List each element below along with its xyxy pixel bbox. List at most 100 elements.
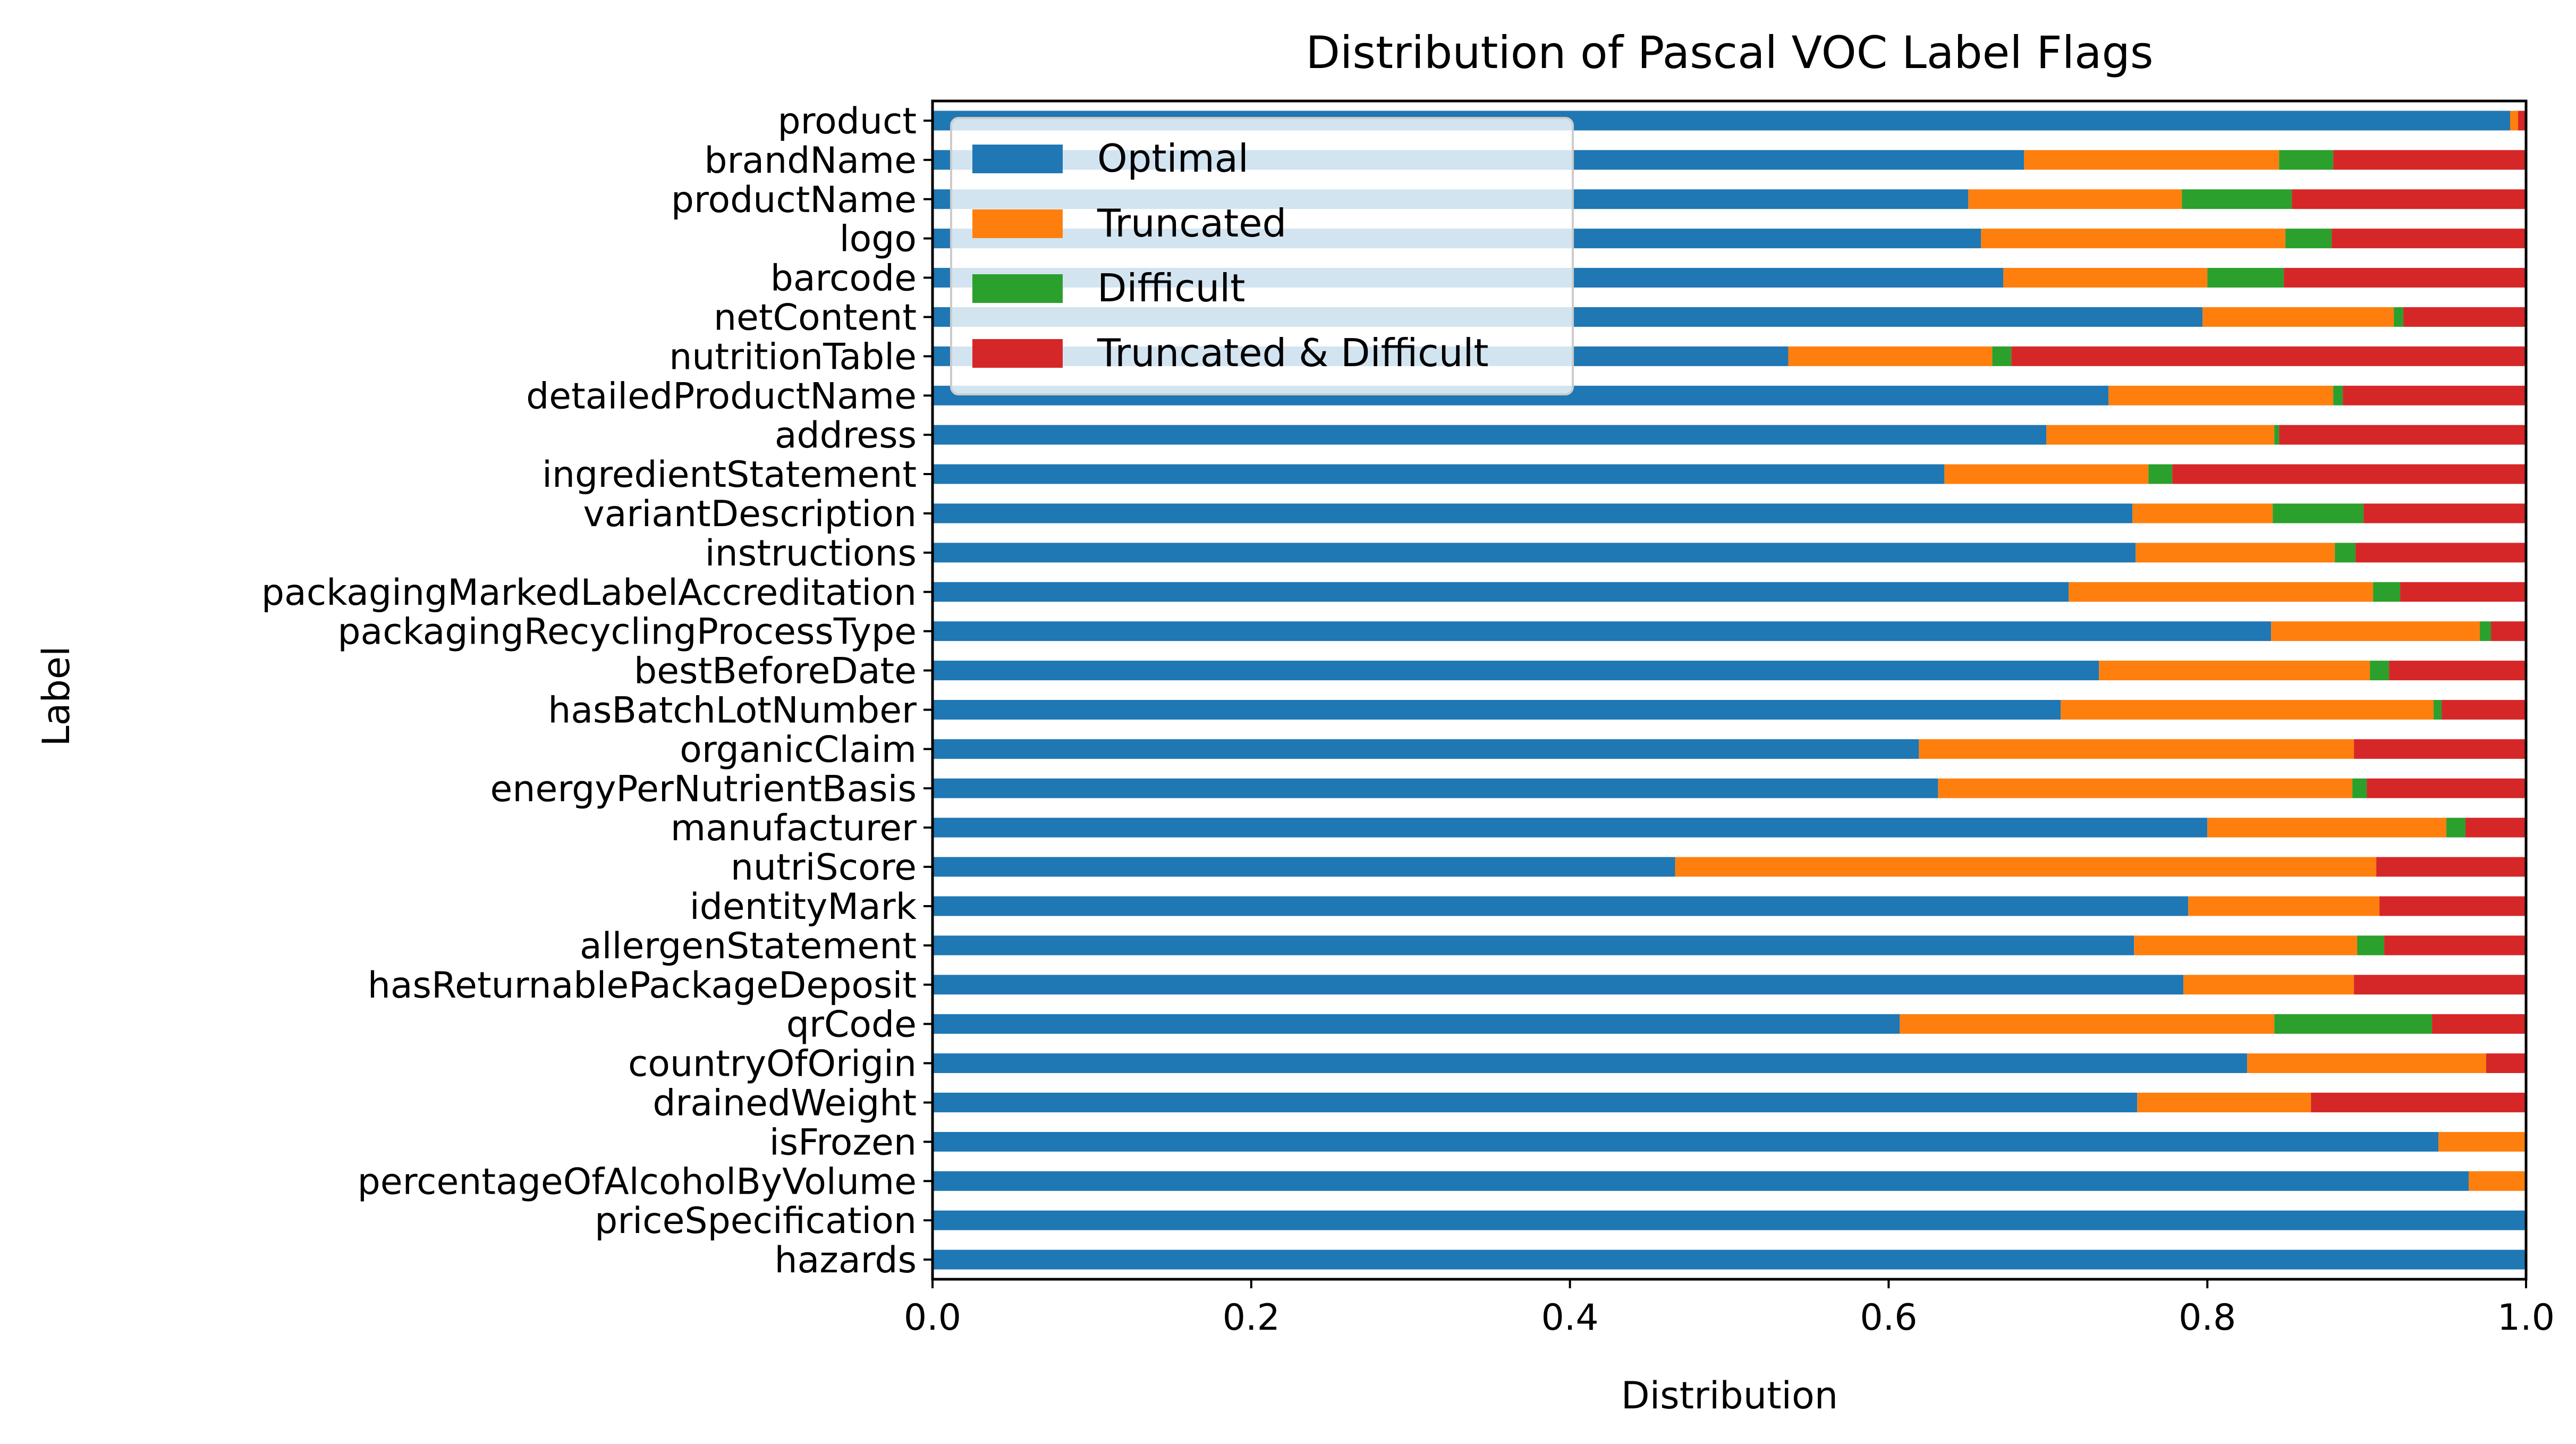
bar-identitymark-truncated-and-difficult xyxy=(2379,896,2526,916)
bar-nutritiontable-truncated xyxy=(1788,347,1992,366)
x-axis-ticks: 0.0 0.2 0.4 0.6 0.8 1.0 xyxy=(904,1279,2555,1339)
bar-countryoforigin-truncated xyxy=(2247,1053,2486,1073)
legend-label-optimal: Optimal xyxy=(1097,136,1249,181)
bar-pricespecification-optimal xyxy=(933,1211,2526,1230)
bar-allergenstatement-difficult xyxy=(2357,935,2384,955)
bar-qrcode-truncated xyxy=(1900,1014,2274,1034)
y-tick-label: brandName xyxy=(704,140,917,182)
bar-manufacturer-truncated-and-difficult xyxy=(2465,818,2526,838)
bar-qrcode-truncated-and-difficult xyxy=(2432,1014,2526,1034)
bar-manufacturer-truncated xyxy=(2207,818,2446,838)
bar-nutriscore-truncated-and-difficult xyxy=(2376,857,2526,877)
legend-label-truncated: Truncated xyxy=(1097,201,1286,246)
legend-swatch-truncated-difficult xyxy=(972,339,1063,368)
bar-hasbatchlotnumber-optimal xyxy=(933,700,2061,720)
bar-nutriscore-truncated xyxy=(1675,857,2377,877)
bar-packagingrecyclingprocesstype-difficult xyxy=(2480,621,2491,641)
bar-productname-difficult xyxy=(2182,189,2292,209)
bar-countryoforigin-optimal xyxy=(933,1053,2247,1073)
x-tick-label: 0.4 xyxy=(1541,1297,1599,1339)
bar-drainedweight-truncated xyxy=(2137,1093,2311,1112)
bar-nutritiontable-truncated-and-difficult xyxy=(2011,347,2526,366)
bar-detailedproductname-truncated-and-difficult xyxy=(2343,386,2526,406)
x-tick-label: 0.8 xyxy=(2179,1297,2236,1339)
bar-nutriscore-optimal xyxy=(933,857,1675,877)
bar-isfrozen-truncated xyxy=(2438,1132,2526,1152)
x-tick-label: 0.2 xyxy=(1223,1297,1280,1339)
y-tick-label: instructions xyxy=(705,533,917,575)
bar-packagingrecyclingprocesstype-truncated xyxy=(2271,621,2480,641)
y-tick-label: variantDescription xyxy=(583,493,917,535)
x-tick-label: 0.6 xyxy=(1860,1297,1917,1339)
bar-address-truncated-and-difficult xyxy=(2279,425,2526,445)
y-tick-label: priceSpecification xyxy=(595,1200,917,1242)
y-tick-label: hasBatchLotNumber xyxy=(548,689,917,731)
bar-isfrozen-optimal xyxy=(933,1132,2438,1152)
bar-hasreturnablepackagedeposit-truncated xyxy=(2183,975,2354,994)
chart: Distribution of Pascal VOC Label Flags p… xyxy=(0,0,2576,1444)
chart-title: Distribution of Pascal VOC Label Flags xyxy=(1306,27,2153,79)
bar-hasbatchlotnumber-truncated xyxy=(2061,700,2434,720)
bar-packagingrecyclingprocesstype-truncated-and-difficult xyxy=(2491,621,2526,641)
bar-instructions-truncated-and-difficult xyxy=(2355,543,2526,562)
bar-hasreturnablepackagedeposit-truncated-and-difficult xyxy=(2354,975,2526,994)
bar-logo-truncated xyxy=(1981,229,2285,248)
bar-logo-difficult xyxy=(2285,229,2332,248)
bar-variantdescription-truncated-and-difficult xyxy=(2363,503,2526,523)
bar-ingredientstatement-difficult xyxy=(2148,465,2172,484)
bar-instructions-difficult xyxy=(2335,543,2355,562)
y-tick-label: manufacturer xyxy=(671,807,917,849)
x-tick-label: 0.0 xyxy=(904,1297,961,1339)
y-tick-label: isFrozen xyxy=(769,1121,917,1163)
y-tick-label: hazards xyxy=(775,1239,917,1281)
bar-ingredientstatement-truncated xyxy=(1944,465,2148,484)
bar-packagingmarkedlabelaccreditation-truncated-and-difficult xyxy=(2400,582,2526,602)
bar-productname-truncated-and-difficult xyxy=(2292,189,2526,209)
bar-identitymark-optimal xyxy=(933,896,2188,916)
bar-detailedproductname-truncated xyxy=(2108,386,2333,406)
bar-countryoforigin-truncated-and-difficult xyxy=(2486,1053,2526,1073)
y-tick-label: detailedProductName xyxy=(526,375,917,417)
bar-ingredientstatement-truncated-and-difficult xyxy=(2172,465,2526,484)
bar-packagingmarkedlabelaccreditation-difficult xyxy=(2373,582,2400,602)
bar-netcontent-truncated xyxy=(2202,307,2394,327)
bar-identitymark-truncated xyxy=(2188,896,2379,916)
bar-logo-truncated-and-difficult xyxy=(2332,229,2526,248)
bar-productname-truncated xyxy=(1968,189,2182,209)
y-tick-label: identityMark xyxy=(690,886,917,928)
bar-instructions-optimal xyxy=(933,543,2136,562)
y-tick-label: nutriScore xyxy=(731,847,917,889)
y-tick-label: percentageOfAlcoholByVolume xyxy=(358,1161,917,1203)
y-tick-label: energyPerNutrientBasis xyxy=(490,768,917,810)
legend-label-difficult: Difficult xyxy=(1097,266,1245,310)
y-axis-ticks: productbrandNameproductNamelogobarcodene… xyxy=(261,100,933,1281)
y-tick-label: nutritionTable xyxy=(669,336,917,378)
y-tick-label: ingredientStatement xyxy=(542,454,917,496)
bar-energypernutrientbasis-truncated xyxy=(1938,779,2352,798)
bar-drainedweight-truncated-and-difficult xyxy=(2311,1093,2526,1112)
bar-organicclaim-truncated xyxy=(1919,739,2354,759)
y-tick-label: address xyxy=(775,415,917,457)
bar-packagingmarkedlabelaccreditation-truncated xyxy=(2069,582,2373,602)
bar-percentageofalcoholbyvolume-optimal xyxy=(933,1171,2469,1191)
bar-address-difficult xyxy=(2274,425,2279,445)
bar-bestbeforedate-difficult xyxy=(2370,661,2389,680)
y-tick-label: qrCode xyxy=(786,1004,917,1046)
bar-qrcode-optimal xyxy=(933,1014,1900,1034)
bar-allergenstatement-optimal xyxy=(933,935,2134,955)
y-tick-label: drainedWeight xyxy=(653,1082,917,1124)
bar-address-truncated xyxy=(2046,425,2274,445)
y-tick-label: bestBeforeDate xyxy=(634,651,917,693)
y-tick-label: countryOfOrigin xyxy=(628,1043,917,1085)
bar-nutritiontable-difficult xyxy=(1992,347,2011,366)
legend-swatch-truncated xyxy=(972,209,1063,238)
x-tick-label: 1.0 xyxy=(2497,1297,2555,1339)
bar-product-truncated xyxy=(2510,111,2518,130)
bar-bestbeforedate-truncated xyxy=(2099,661,2370,680)
bar-allergenstatement-truncated-and-difficult xyxy=(2384,935,2526,955)
bar-brandname-truncated xyxy=(2024,150,2279,170)
bar-hazards-optimal xyxy=(933,1250,2526,1270)
bar-manufacturer-difficult xyxy=(2446,818,2465,838)
bar-barcode-truncated xyxy=(2003,268,2207,288)
bar-variantdescription-truncated xyxy=(2132,503,2273,523)
